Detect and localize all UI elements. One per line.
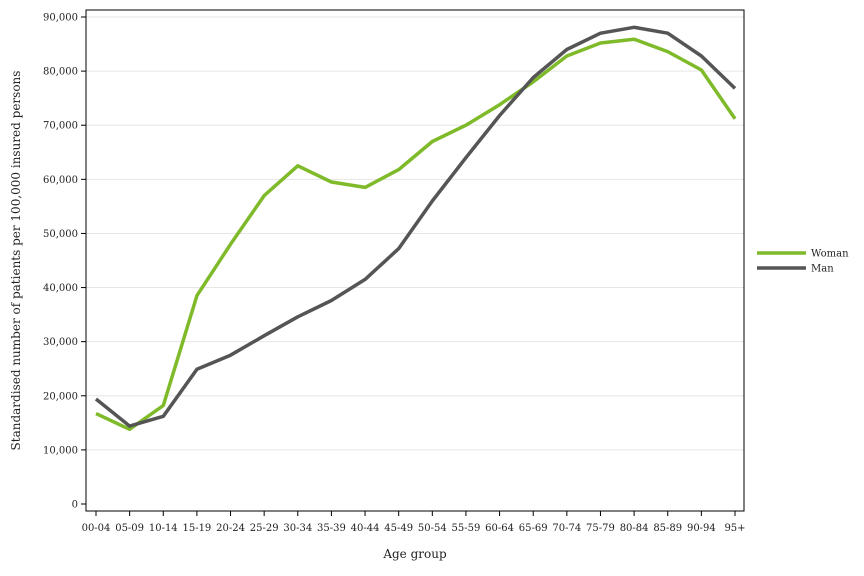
x-tick-label: 10-14 — [149, 523, 178, 534]
y-tick-label: 70,000 — [43, 121, 78, 132]
legend-label-man: Man — [811, 264, 834, 275]
x-tick-label: 05-09 — [115, 523, 144, 534]
series-line-woman — [95, 37, 737, 432]
y-axis: 0 10,000 20,000 30,000 40,000 50,000 60,000 70,… — [43, 13, 86, 511]
x-tick-label: 30-34 — [283, 523, 312, 534]
legend: Woman Man — [757, 249, 849, 275]
x-tick-label: 40-44 — [351, 523, 380, 534]
x-axis: 00-04 05-09 10-14 15-19 20-24 25-29 30-34 35-39… — [82, 511, 746, 534]
y-tick-label: 40,000 — [43, 283, 78, 294]
plot-frame — [85, 9, 745, 512]
x-tick-label: 20-24 — [216, 523, 245, 534]
x-tick-label: 75-79 — [586, 523, 615, 534]
y-tick-label: 50,000 — [43, 229, 78, 240]
grid-lines — [86, 16, 744, 451]
x-tick-label: 95+ — [724, 523, 745, 534]
x-tick-label: 55-59 — [452, 523, 481, 534]
series-line-man — [94, 25, 737, 428]
y-tick-label: 30,000 — [43, 337, 78, 348]
x-tick-label: 50-54 — [418, 523, 447, 534]
x-tick-label: 35-39 — [317, 523, 346, 534]
x-tick-label: 85-89 — [653, 523, 682, 534]
y-tick-label: 0 — [72, 500, 78, 511]
x-tick-label: 00-04 — [82, 523, 111, 534]
y-tick-label: 20,000 — [43, 391, 78, 402]
y-tick-label: 90,000 — [43, 13, 78, 24]
x-tick-label: 60-64 — [485, 523, 514, 534]
x-tick-label: 15-19 — [182, 523, 211, 534]
series-lines — [94, 25, 737, 432]
x-tick-label: 80-84 — [620, 523, 649, 534]
y-axis-title: Standardised number of patients per 100,… — [9, 71, 23, 451]
x-axis-title: Age group — [382, 547, 447, 561]
x-tick-label: 90-94 — [687, 523, 716, 534]
legend-label-woman: Woman — [811, 249, 849, 260]
y-tick-label: 10,000 — [43, 445, 78, 456]
x-tick-label: 45-49 — [384, 523, 413, 534]
x-tick-label: 25-29 — [250, 523, 279, 534]
x-tick-label: 65-69 — [519, 523, 548, 534]
y-tick-label: 80,000 — [43, 67, 78, 78]
y-tick-label: 60,000 — [43, 175, 78, 186]
x-tick-label: 70-74 — [552, 523, 581, 534]
